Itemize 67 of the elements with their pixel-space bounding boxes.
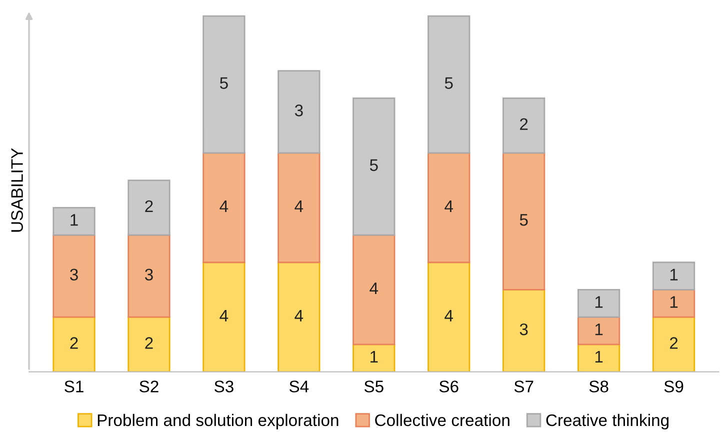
data-label: 1 <box>70 214 78 226</box>
bar <box>278 152 320 264</box>
bar <box>502 289 546 372</box>
data-label: 5 <box>520 214 528 226</box>
x-tick-label: S4 <box>289 380 309 392</box>
data-label: 2 <box>520 118 528 130</box>
bar <box>352 344 396 372</box>
bar <box>202 152 246 264</box>
x-tick-label: S2 <box>140 380 158 392</box>
bar <box>202 262 246 372</box>
data-label: 1 <box>595 351 603 362</box>
x-tick-label: S9 <box>664 380 684 392</box>
x-tick-label: S8 <box>589 380 608 392</box>
data-label: 3 <box>520 323 528 336</box>
y-axis-title: USABILITY <box>11 148 23 232</box>
data-label: 4 <box>444 310 454 322</box>
bar <box>202 15 246 154</box>
data-label: 5 <box>220 77 228 89</box>
bar <box>128 180 170 236</box>
legend-label: Problem and solution exploration <box>98 414 338 430</box>
data-label: 4 <box>294 310 304 322</box>
data-label: 2 <box>145 200 153 212</box>
bar <box>278 262 320 372</box>
data-label: 4 <box>294 200 304 212</box>
data-label: 1 <box>595 296 603 308</box>
data-label: 3 <box>294 104 303 116</box>
bar <box>52 206 96 236</box>
legend-label: Collective creation <box>375 414 510 426</box>
bar <box>428 152 470 264</box>
data-label: 1 <box>670 268 678 280</box>
data-label: 2 <box>145 337 153 349</box>
bar <box>502 97 546 154</box>
bar <box>577 289 620 318</box>
bar <box>428 15 470 154</box>
bar <box>278 70 320 154</box>
bar <box>428 262 470 372</box>
bar <box>577 316 620 346</box>
bar <box>352 234 396 346</box>
bar <box>128 234 170 318</box>
bar <box>128 316 170 372</box>
data-label: 2 <box>670 337 678 349</box>
bar <box>52 234 96 318</box>
x-tick-label: S7 <box>514 380 534 392</box>
bar <box>652 316 696 372</box>
bar <box>577 344 620 372</box>
data-label: 3 <box>144 268 153 281</box>
data-label: 4 <box>444 200 454 212</box>
data-label: 2 <box>70 337 78 349</box>
data-label: 1 <box>370 351 378 362</box>
data-label: 4 <box>220 200 228 212</box>
x-tick-label: S3 <box>214 380 234 392</box>
data-label: 1 <box>670 296 678 308</box>
x-tick-label: S6 <box>439 380 458 392</box>
data-label: 5 <box>444 77 453 89</box>
bar <box>52 316 96 372</box>
x-tick-label: S1 <box>64 380 84 392</box>
bar <box>652 262 696 290</box>
x-tick-label: S5 <box>364 380 384 392</box>
data-label: 4 <box>220 310 228 322</box>
bar <box>652 289 696 318</box>
data-label: 4 <box>370 282 378 294</box>
data-label: 3 <box>70 268 78 281</box>
legend-label: Creative thinking <box>546 414 668 430</box>
data-label: 1 <box>595 324 603 336</box>
bar <box>502 152 546 290</box>
data-label: 5 <box>370 159 378 172</box>
bar <box>352 97 396 236</box>
